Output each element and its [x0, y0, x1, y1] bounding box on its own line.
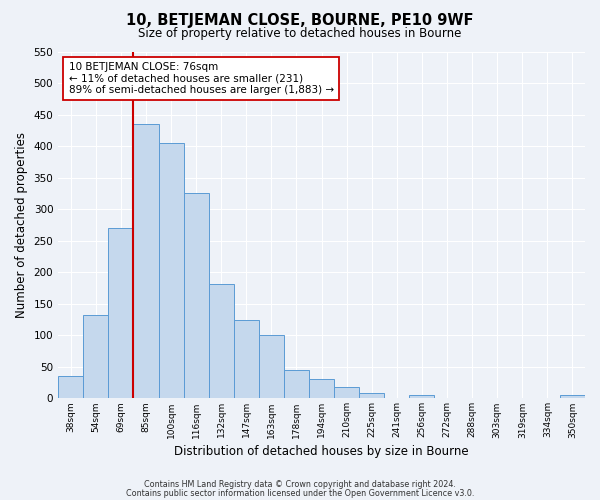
Bar [309, 380, 334, 398]
Text: 10 BETJEMAN CLOSE: 76sqm
← 11% of detached houses are smaller (231)
89% of semi-: 10 BETJEMAN CLOSE: 76sqm ← 11% of detach… [69, 62, 334, 95]
Bar [409, 395, 434, 398]
Text: Size of property relative to detached houses in Bourne: Size of property relative to detached ho… [139, 28, 461, 40]
Bar [133, 124, 158, 398]
X-axis label: Distribution of detached houses by size in Bourne: Distribution of detached houses by size … [174, 444, 469, 458]
Bar [259, 336, 284, 398]
Bar [234, 320, 259, 398]
Bar [560, 395, 585, 398]
Bar [359, 394, 385, 398]
Text: Contains public sector information licensed under the Open Government Licence v3: Contains public sector information licen… [126, 488, 474, 498]
Bar [158, 143, 184, 399]
Bar [284, 370, 309, 398]
Bar [109, 228, 133, 398]
Bar [334, 387, 359, 398]
Y-axis label: Number of detached properties: Number of detached properties [15, 132, 28, 318]
Text: Contains HM Land Registry data © Crown copyright and database right 2024.: Contains HM Land Registry data © Crown c… [144, 480, 456, 489]
Bar [184, 194, 209, 398]
Text: 10, BETJEMAN CLOSE, BOURNE, PE10 9WF: 10, BETJEMAN CLOSE, BOURNE, PE10 9WF [126, 12, 474, 28]
Bar [209, 284, 234, 399]
Bar [58, 376, 83, 398]
Bar [83, 314, 109, 398]
